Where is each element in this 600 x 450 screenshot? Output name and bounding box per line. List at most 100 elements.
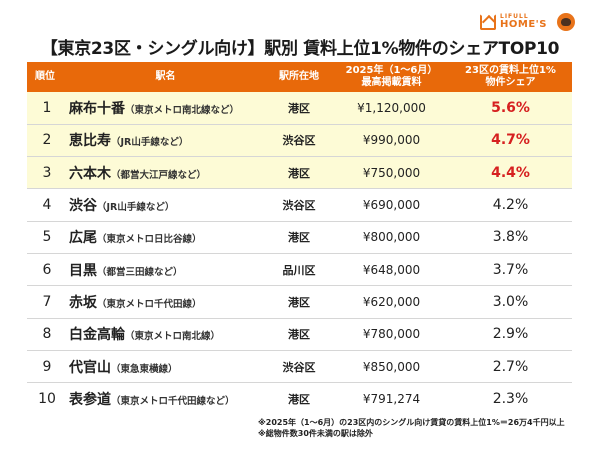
max-rent-cell: ¥780,000	[334, 318, 449, 351]
max-rent-cell: ¥620,000	[334, 285, 449, 319]
max-rent-cell: ¥690,000	[334, 188, 449, 222]
header-max-rent-line1: 2025年（1〜6月）	[345, 65, 438, 76]
header-rank: 順位	[27, 62, 67, 92]
footnote-exclusion: ※総物件数30件未満の駅は除外	[258, 429, 373, 438]
station-name: 目黒	[69, 262, 97, 279]
station-name: 白金高輪	[69, 327, 125, 344]
header-station: 駅名	[67, 62, 264, 92]
station-line: （JR山手線など）	[97, 202, 175, 214]
rank-cell: 9	[27, 350, 67, 384]
rank-cell: 2	[27, 124, 67, 158]
table-row: 10 表参道（東京メトロ千代田線など） 港区 ¥791,274 2.3%	[27, 383, 572, 415]
rank-cell: 3	[27, 156, 67, 190]
ward-cell: 渋谷区	[264, 124, 334, 158]
header-max-rent: 2025年（1〜6月） 最高掲載賃料	[334, 62, 449, 92]
ward-cell: 渋谷区	[264, 188, 334, 222]
rank-cell: 5	[27, 221, 67, 254]
table-row: 7 赤坂（東京メトロ千代田線） 港区 ¥620,000 3.0%	[27, 285, 572, 319]
station-name: 渋谷	[69, 198, 97, 215]
station-cell: 六本木（都営大江戸線など）	[67, 156, 264, 190]
ward-cell: 港区	[264, 156, 334, 190]
station-line: （東京メトロ日比谷線）	[97, 234, 202, 246]
ward-cell: 品川区	[264, 253, 334, 287]
ward-cell: 渋谷区	[264, 350, 334, 384]
table-row: 6 目黒（都営三田線など） 品川区 ¥648,000 3.7%	[27, 253, 572, 287]
house-icon	[480, 14, 496, 30]
station-line: （JR山手線など）	[111, 137, 189, 149]
share-cell: 5.6%	[449, 92, 572, 125]
ward-cell: 港区	[264, 92, 334, 125]
station-cell: 表参道（東京メトロ千代田線など）	[67, 383, 264, 415]
station-line: （東京メトロ南北線）	[125, 331, 221, 343]
table-header-row: 順位 駅名 駅所在地 2025年（1〜6月） 最高掲載賃料 23区の賃料上位1%…	[27, 62, 572, 92]
share-cell: 3.7%	[449, 253, 572, 287]
station-cell: 代官山（東急東横線）	[67, 350, 264, 384]
share-cell: 4.7%	[449, 124, 572, 158]
table-row: 9 代官山（東急東横線） 渋谷区 ¥850,000 2.7%	[27, 350, 572, 384]
table-row: 1 麻布十番（東京メトロ南北線など） 港区 ¥1,120,000 5.6%	[27, 92, 572, 125]
max-rent-cell: ¥791,274	[362, 392, 421, 407]
table-row: 2 恵比寿（JR山手線など） 渋谷区 ¥990,000 4.7%	[27, 124, 572, 158]
share-cell: 4.4%	[449, 156, 572, 190]
footnotes: ※2025年（1〜6月）の23区内のシングル向け賃貸の賃料上位1%＝26万4千円…	[258, 417, 565, 439]
lifull-homes-logo: LIFULL HOME'S	[480, 10, 575, 34]
share-cell: 4.2%	[449, 188, 572, 222]
header-share-line2: 物件シェア	[485, 77, 536, 88]
share-cell: 2.9%	[449, 318, 572, 351]
rank-cell: 10	[38, 391, 56, 408]
rank-cell: 7	[27, 285, 67, 319]
chart-title: 【東京23区・シングル向け】駅別 賃料上位1%物件のシェアTOP10	[40, 39, 560, 59]
table-row: 8 白金高輪（東京メトロ南北線） 港区 ¥780,000 2.9%	[27, 318, 572, 351]
mascot-icon	[556, 13, 575, 31]
max-rent-cell: ¥850,000	[334, 350, 449, 384]
header-max-rent-line2: 最高掲載賃料	[361, 77, 422, 88]
station-cell: 目黒（都営三田線など）	[67, 253, 264, 287]
rank-cell: 1	[27, 92, 67, 125]
header-share-line1: 23区の賃料上位1%	[465, 65, 556, 76]
ranking-table: 順位 駅名 駅所在地 2025年（1〜6月） 最高掲載賃料 23区の賃料上位1%…	[27, 62, 572, 415]
table-row: 5 広尾（東京メトロ日比谷線） 港区 ¥800,000 3.8%	[27, 221, 572, 254]
station-cell: 白金高輪（東京メトロ南北線）	[67, 318, 264, 351]
header-ward: 駅所在地	[264, 62, 334, 92]
ward-cell: 港区	[264, 318, 334, 351]
max-rent-cell: ¥990,000	[334, 124, 449, 158]
station-name: 恵比寿	[69, 133, 111, 150]
ward-cell: 港区	[288, 393, 310, 407]
table-row: 3 六本木（都営大江戸線など） 港区 ¥750,000 4.4%	[27, 156, 572, 190]
station-name: 広尾	[69, 230, 97, 247]
max-rent-cell: ¥800,000	[334, 221, 449, 254]
rank-cell: 6	[27, 253, 67, 287]
share-cell: 3.0%	[449, 285, 572, 319]
station-line: （東京メトロ千代田線など）	[111, 396, 235, 408]
station-line: （東京メトロ南北線など）	[125, 104, 240, 116]
station-line: （都営大江戸線など）	[111, 169, 207, 181]
logo-big-text: HOME'S	[500, 19, 547, 30]
share-cell: 2.7%	[449, 350, 572, 384]
footnote-threshold: ※2025年（1〜6月）の23区内のシングル向け賃貸の賃料上位1%＝26万4千円…	[258, 418, 565, 427]
table-row: 4 渋谷（JR山手線など） 渋谷区 ¥690,000 4.2%	[27, 188, 572, 222]
station-name: 六本木	[69, 165, 111, 182]
station-line: （東京メトロ千代田線）	[97, 298, 202, 310]
station-name: 表参道	[69, 392, 111, 409]
max-rent-cell: ¥1,120,000	[334, 92, 449, 125]
station-name: 代官山	[69, 359, 111, 376]
max-rent-cell: ¥750,000	[334, 156, 449, 190]
share-cell: 2.3%	[492, 391, 529, 408]
station-line: （都営三田線など）	[97, 266, 183, 278]
logo-text: LIFULL HOME'S	[500, 14, 547, 30]
station-cell: 麻布十番（東京メトロ南北線など）	[67, 92, 264, 125]
logo-small-text: LIFULL	[500, 13, 529, 20]
station-cell: 広尾（東京メトロ日比谷線）	[67, 221, 264, 254]
station-cell: 赤坂（東京メトロ千代田線）	[67, 285, 264, 319]
station-cell: 渋谷（JR山手線など）	[67, 188, 264, 222]
ward-cell: 港区	[264, 285, 334, 319]
ward-cell: 港区	[264, 221, 334, 254]
rank-cell: 4	[27, 188, 67, 222]
station-line: （東急東横線）	[111, 363, 178, 375]
header-share: 23区の賃料上位1% 物件シェア	[449, 62, 572, 92]
station-name: 麻布十番	[69, 100, 125, 117]
station-name: 赤坂	[69, 294, 97, 311]
max-rent-cell: ¥648,000	[334, 253, 449, 287]
station-cell: 恵比寿（JR山手線など）	[67, 124, 264, 158]
rank-cell: 8	[27, 318, 67, 351]
